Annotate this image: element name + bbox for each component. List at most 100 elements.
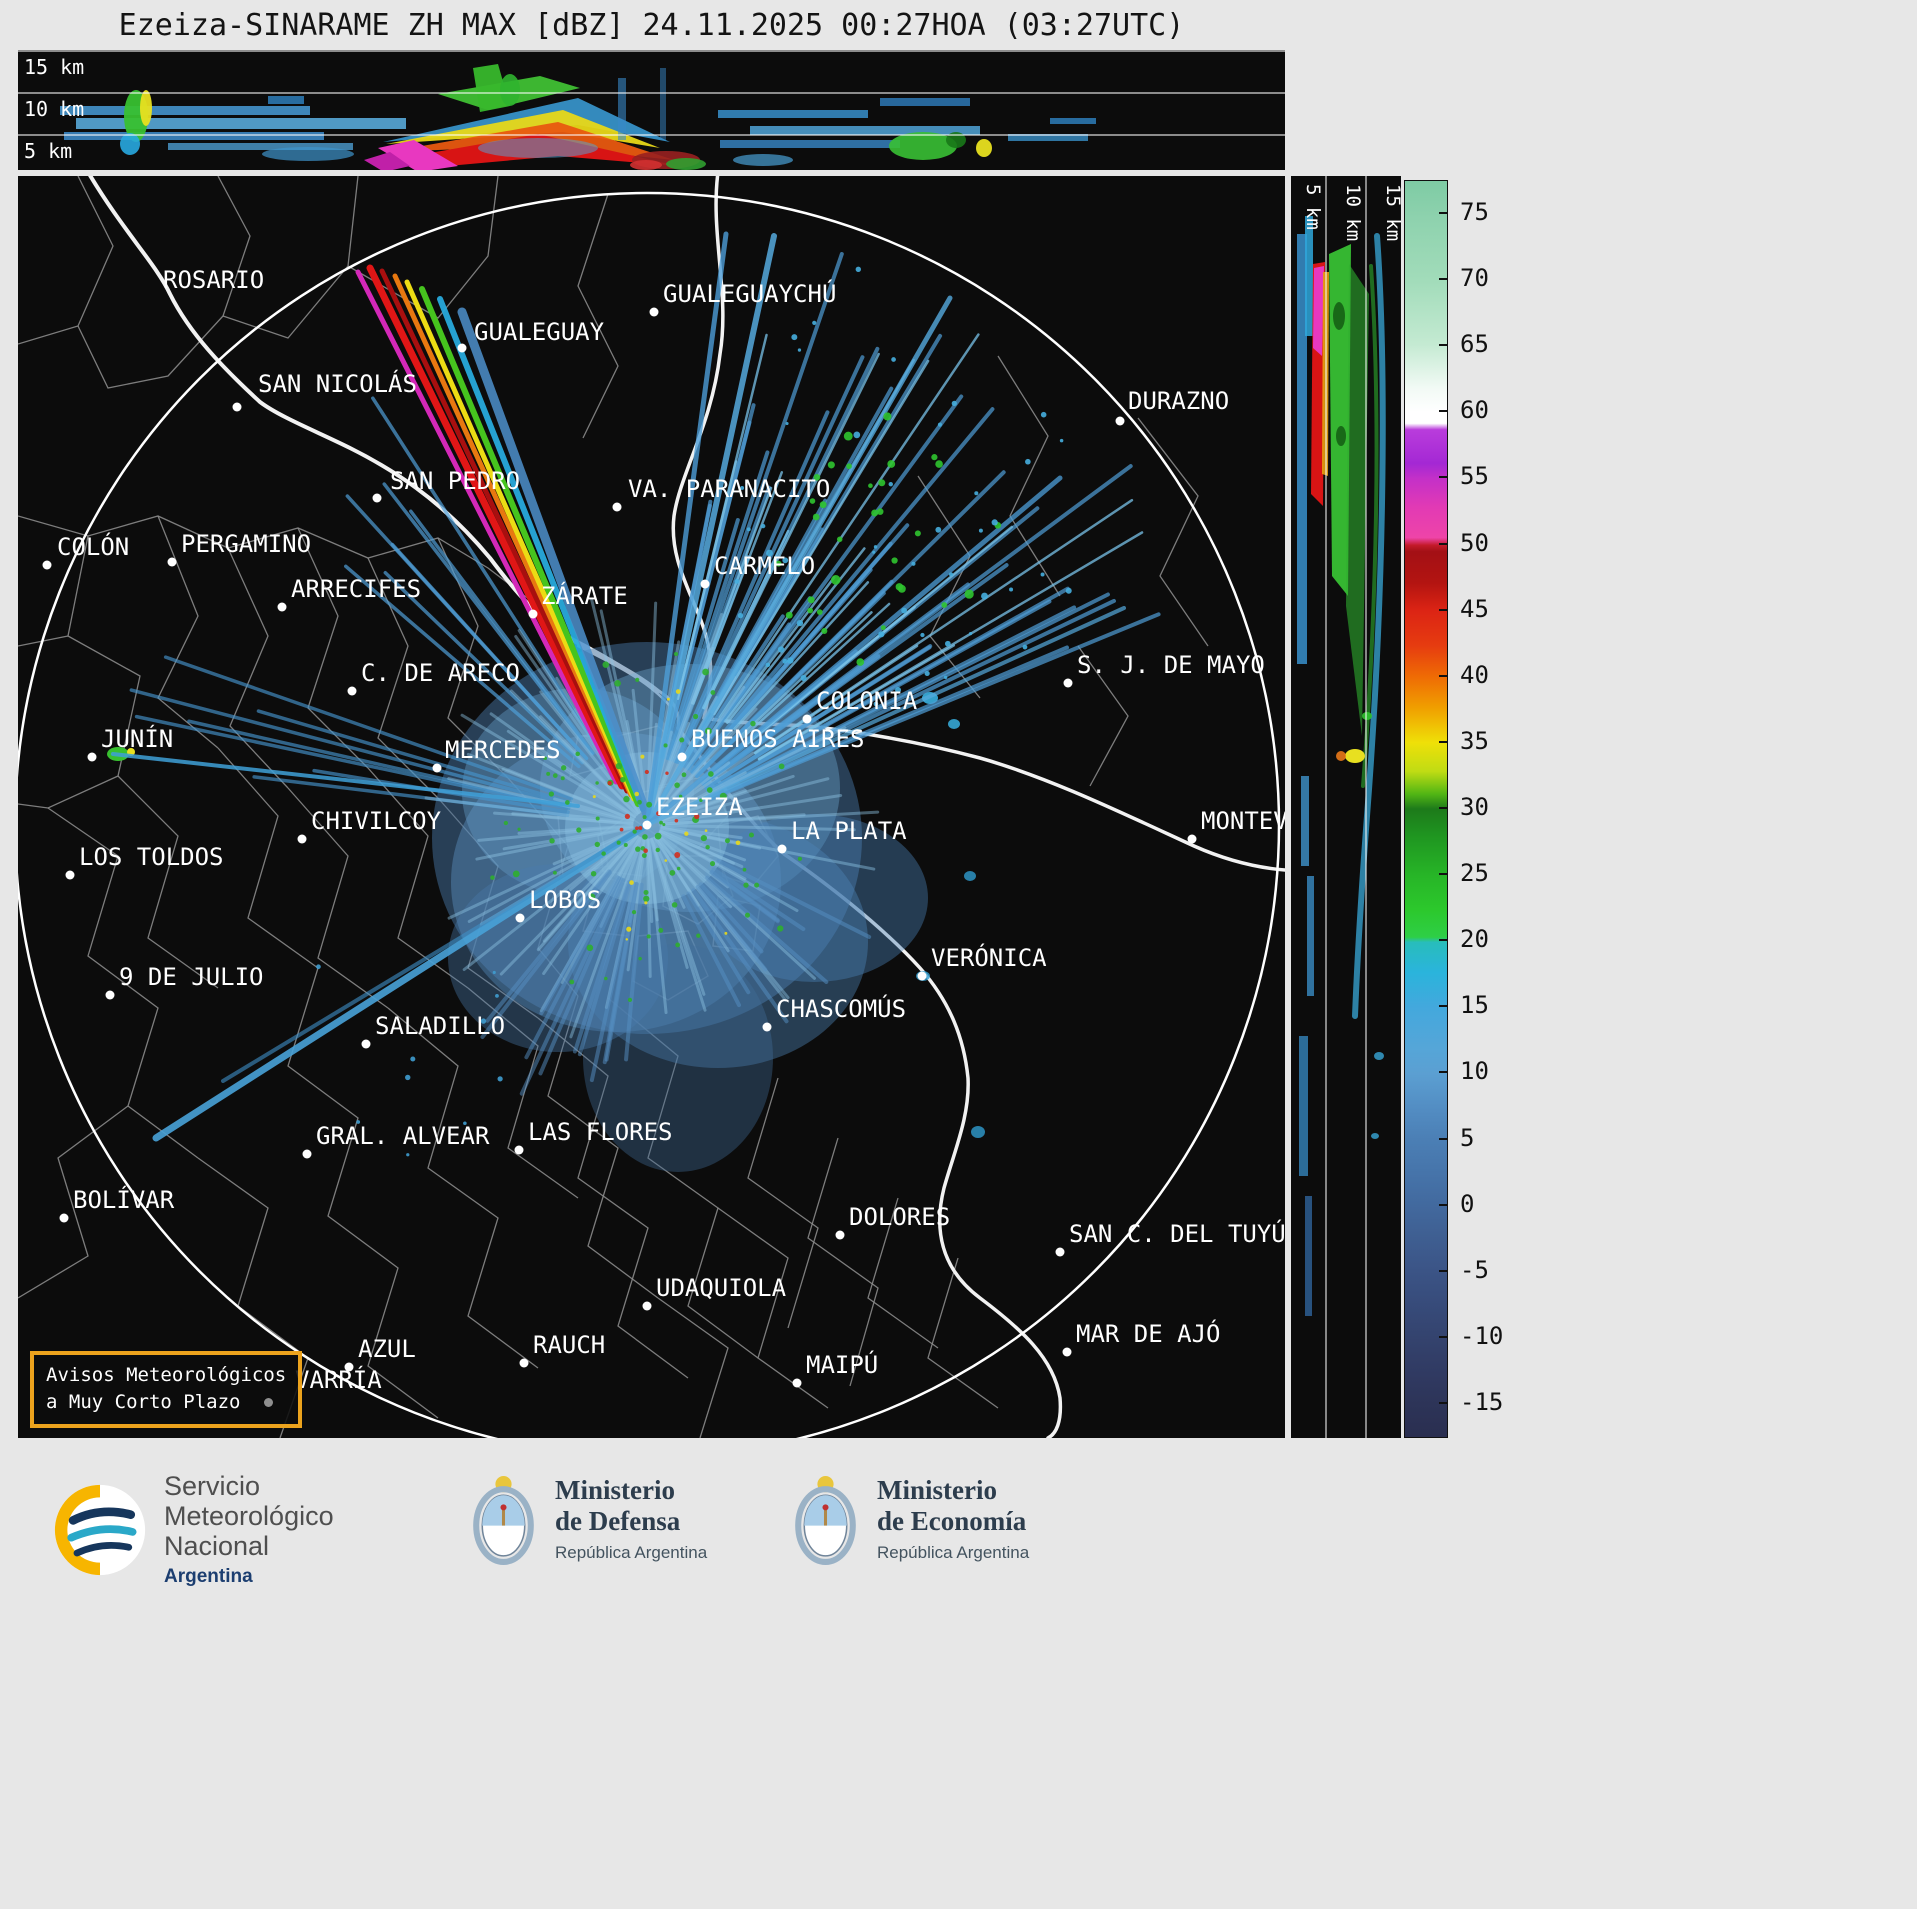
city-marker-chivilcoy: CHIVILCOY	[297, 807, 442, 844]
city-dot	[277, 602, 287, 612]
city-dot	[777, 844, 787, 854]
city-marker-azul: AZUL	[344, 1335, 416, 1372]
city-label: S. J. DE MAYO	[1077, 651, 1265, 679]
city-dot	[612, 502, 622, 512]
colorbar-tick-label: 50	[1460, 529, 1489, 557]
city-label: SAN C. DEL TUYÚ	[1069, 1218, 1285, 1248]
colorbar-tick-label: 10	[1460, 1057, 1489, 1085]
city-label: SAN PEDRO	[390, 467, 520, 495]
altitude-label: 5 km	[1302, 184, 1324, 230]
smn-logo-icon	[54, 1484, 146, 1575]
city-label: GUALEGUAYCHÚ	[663, 278, 836, 308]
city-marker-los-toldos: LOS TOLDOS	[65, 843, 224, 880]
city-label: COLÓN	[57, 531, 129, 561]
city-label: LA PLATA	[791, 817, 907, 845]
radar-map-svg: ROSARIO GUALEGUAYCHÚ GUALEGUAY SAN NICOLÁS D…	[18, 176, 1285, 1438]
top-profile-echoes	[60, 64, 1096, 170]
city-label: LAS FLORES	[528, 1118, 673, 1146]
colorbar-tick	[1439, 278, 1448, 280]
city-dot	[65, 870, 75, 880]
city-label: EZEIZA	[656, 793, 743, 821]
altitude-label: 15 km	[24, 55, 84, 79]
smn-logo-group: Servicio Meteorológico Nacional Argentin…	[52, 1471, 334, 1588]
colorbar-tick	[1439, 1270, 1448, 1272]
city-label: COLONIA	[816, 687, 918, 715]
colorbar-tick-label: 20	[1460, 925, 1489, 953]
colorbar	[1404, 180, 1448, 1438]
city-marker-durazno: DURAZNO	[1115, 387, 1229, 426]
ministry-name-line: Ministerio	[555, 1475, 675, 1505]
city-dot	[762, 1022, 772, 1032]
city-dot	[677, 752, 687, 762]
colorbar-tick-label: 25	[1460, 859, 1489, 887]
city-label: ZÁRATE	[541, 581, 628, 610]
city-dot	[372, 493, 382, 503]
colorbar-tick	[1439, 1005, 1448, 1007]
city-marker-veronica: VERÓNICA	[917, 942, 1047, 981]
city-dot	[297, 834, 307, 844]
city-marker-san-nicolas: SAN NICOLÁS	[232, 369, 417, 412]
colorbar-tick-label: -5	[1460, 1256, 1489, 1284]
city-marker-ezeiza: EZEIZA	[642, 793, 743, 830]
top-cross-section-svg: 15 km 10 km 5 km	[18, 50, 1285, 170]
right-profile-echoes	[1297, 216, 1386, 1316]
city-label: LOBOS	[529, 886, 601, 914]
city-marker-montev: MONTEV	[1187, 807, 1285, 844]
city-marker-gral-alvear: GRAL. ALVEAR	[302, 1122, 490, 1159]
city-dot	[528, 609, 538, 619]
colorbar-tick	[1439, 476, 1448, 478]
city-marker-9-de-julio: 9 DE JULIO	[105, 963, 264, 1000]
city-dot	[1055, 1247, 1065, 1257]
alert-box[interactable]: Avisos Meteorológicos a Muy Corto Plazo	[30, 1350, 303, 1428]
city-marker-c-de-areco: C. DE ARECO	[347, 659, 520, 696]
colorbar-tick	[1439, 1138, 1448, 1140]
colorbar-tick-label: 55	[1460, 462, 1489, 490]
city-marker-arrecifes: ARRECIFES	[277, 575, 421, 612]
colorbar-tick-label: 70	[1460, 264, 1489, 292]
radar-map-panel: ROSARIO GUALEGUAYCHÚ GUALEGUAY SAN NICOLÁS D…	[18, 176, 1285, 1438]
colorbar-tick	[1439, 1402, 1448, 1404]
city-label: BUENOS AIRES	[691, 725, 864, 753]
city-dot	[519, 1358, 529, 1368]
page-title: Ezeiza-SINARAME ZH MAX [dBZ] 24.11.2025 …	[118, 8, 1185, 43]
city-label: BOLÍVAR	[73, 1185, 175, 1214]
city-marker-saladillo: SALADILLO	[361, 1012, 505, 1049]
city-markers: ROSARIO GUALEGUAYCHÚ GUALEGUAY SAN NICOLÁS D…	[42, 266, 1285, 1394]
city-dot	[361, 1039, 371, 1049]
altitude-label: 15 km	[1382, 184, 1401, 241]
city-marker-rauch: RAUCH	[519, 1331, 605, 1368]
right-cross-section-svg: 5 km 10 km 15 km	[1297, 176, 1401, 1438]
city-label: ARRECIFES	[291, 575, 421, 603]
argentina-coat-of-arms-icon	[473, 1476, 534, 1565]
city-label: CHIVILCOY	[311, 807, 442, 835]
colorbar-tick	[1439, 410, 1448, 412]
colorbar-tick	[1439, 212, 1448, 214]
city-label: RAUCH	[533, 1331, 605, 1359]
city-marker-varria: VARRÍA	[295, 1365, 382, 1394]
colorbar-tick-label: 5	[1460, 1124, 1475, 1152]
city-label: SAN NICOLÁS	[258, 369, 417, 398]
city-marker-lobos: LOBOS	[515, 886, 601, 923]
city-dot	[344, 1362, 354, 1372]
city-marker-san-c-del-tuyu: SAN C. DEL TUYÚ	[1055, 1218, 1285, 1257]
ministry-name-line: de Defensa	[555, 1506, 681, 1536]
colorbar-tick-label: -10	[1460, 1322, 1504, 1350]
city-marker-gualeguay: GUALEGUAY	[457, 318, 605, 353]
city-marker-maipu: MAIPÚ	[792, 1349, 878, 1388]
footer: Servicio Meteorológico Nacional Argentin…	[0, 1445, 1917, 1909]
city-dot	[515, 913, 525, 923]
city-dot	[87, 752, 97, 762]
city-dot	[347, 686, 357, 696]
city-label: GUALEGUAY	[474, 318, 605, 346]
colorbar-tick-label: 35	[1460, 727, 1489, 755]
city-label: 9 DE JULIO	[119, 963, 264, 991]
ministry-subtitle: República Argentina	[555, 1543, 708, 1562]
altitude-label: 10 km	[24, 97, 84, 121]
colorbar-tick	[1439, 1071, 1448, 1073]
city-dot	[232, 402, 242, 412]
city-marker-las-flores: LAS FLORES	[514, 1118, 673, 1155]
city-label: UDAQUIOLA	[656, 1274, 787, 1302]
city-marker-udaquiola: UDAQUIOLA	[642, 1274, 787, 1311]
colorbar-tick	[1439, 873, 1448, 875]
colorbar-tick-label: 15	[1460, 991, 1489, 1019]
